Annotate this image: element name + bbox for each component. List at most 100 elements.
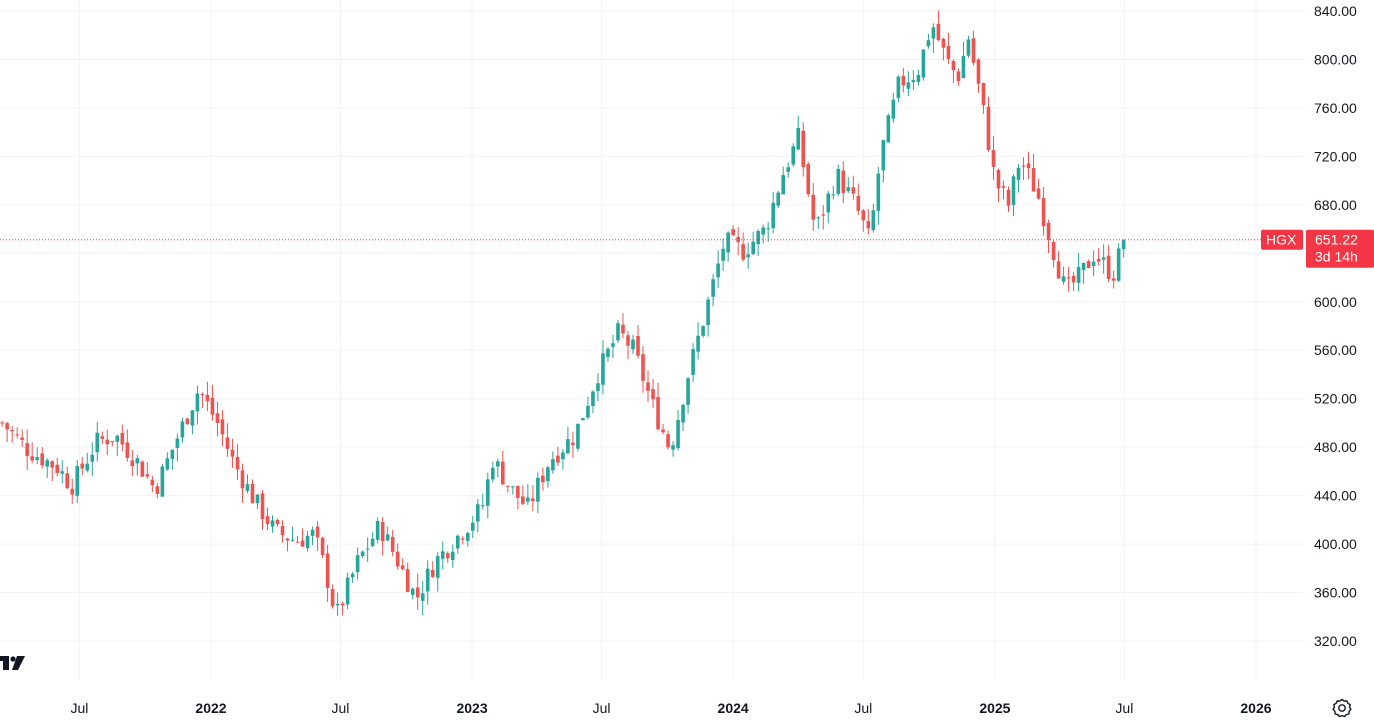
candle-body bbox=[380, 522, 385, 542]
candle-body bbox=[511, 486, 515, 488]
candle-body bbox=[1051, 241, 1056, 261]
candle-body bbox=[275, 519, 280, 525]
time-tick-label: 2025 bbox=[979, 700, 1010, 716]
candle-body bbox=[465, 533, 470, 541]
candle-body bbox=[716, 263, 720, 278]
price-tick-label: 560.00 bbox=[1314, 342, 1357, 358]
chart-grid bbox=[0, 0, 1305, 680]
candle-body bbox=[721, 248, 725, 261]
candle-body bbox=[460, 538, 465, 540]
candle-body bbox=[541, 475, 545, 483]
candle-body bbox=[676, 420, 680, 449]
candle-body bbox=[671, 445, 675, 450]
candle-body bbox=[1106, 255, 1111, 280]
candle-body bbox=[921, 49, 926, 78]
candle-body bbox=[210, 397, 215, 415]
time-tick-label: 2026 bbox=[1240, 700, 1271, 716]
candle-body bbox=[350, 573, 355, 578]
candle-body bbox=[786, 167, 791, 172]
candle-body bbox=[681, 404, 685, 423]
candle-body bbox=[5, 423, 9, 430]
candle-body bbox=[996, 170, 1001, 189]
candle-body bbox=[771, 202, 775, 229]
candle-body bbox=[546, 467, 550, 482]
candle-body bbox=[480, 505, 485, 507]
candle-body bbox=[290, 539, 295, 541]
price-axis[interactable]: 840.00800.00760.00720.00680.00640.00600.… bbox=[1314, 3, 1357, 649]
candle-body bbox=[145, 474, 150, 477]
candle-body bbox=[1071, 275, 1076, 283]
candle-body bbox=[571, 442, 575, 446]
candle-body bbox=[70, 488, 75, 495]
candle-body bbox=[986, 106, 991, 151]
candle-body bbox=[846, 187, 851, 192]
time-axis[interactable]: Jul 2022 Jul 2023 Jul 2024 Jul 2025 Jul 2026 bbox=[70, 700, 1271, 716]
candle-body bbox=[475, 504, 480, 522]
price-tick-label: 600.00 bbox=[1314, 294, 1357, 310]
candle-body bbox=[390, 536, 395, 552]
candle-body bbox=[35, 456, 39, 461]
candle-body bbox=[165, 458, 170, 470]
candle-body bbox=[1076, 266, 1081, 283]
candle-body bbox=[360, 551, 365, 556]
candle-body bbox=[836, 168, 841, 194]
candle-body bbox=[561, 452, 565, 460]
candle-body bbox=[195, 393, 200, 412]
candle-body bbox=[516, 485, 520, 498]
candle-body bbox=[841, 170, 846, 193]
tradingview-logo-icon[interactable] bbox=[0, 652, 30, 674]
price-tick-label: 840.00 bbox=[1314, 3, 1357, 19]
candle-body bbox=[40, 453, 45, 466]
candle-body bbox=[696, 335, 700, 352]
candle-body bbox=[611, 343, 615, 347]
candle-body bbox=[641, 354, 645, 381]
candle-body bbox=[756, 231, 760, 245]
candle-body bbox=[155, 486, 160, 495]
candle-body bbox=[866, 221, 871, 229]
candle-body bbox=[370, 538, 375, 546]
candle-body bbox=[831, 194, 836, 196]
candle-body bbox=[876, 173, 881, 211]
candle-body bbox=[415, 587, 420, 598]
candle-body bbox=[806, 164, 811, 195]
candle-body bbox=[150, 479, 155, 486]
candle-body bbox=[881, 140, 886, 171]
chart-settings-gear-icon[interactable] bbox=[1330, 696, 1354, 720]
candle-body bbox=[230, 449, 235, 457]
candle-body bbox=[801, 130, 806, 168]
candle-body bbox=[215, 413, 220, 423]
candle-body bbox=[250, 483, 255, 504]
candle-body bbox=[485, 479, 490, 506]
candle-body bbox=[295, 541, 300, 543]
candle-body bbox=[946, 45, 951, 59]
candle-body bbox=[891, 99, 896, 119]
candle-body bbox=[1031, 168, 1036, 192]
price-tick-label: 440.00 bbox=[1314, 488, 1357, 504]
candle-body bbox=[445, 553, 450, 559]
candle-body bbox=[531, 498, 535, 502]
candle-body bbox=[551, 459, 555, 471]
candle-body bbox=[400, 565, 405, 570]
candle-body bbox=[420, 593, 425, 601]
time-tick-label: 2022 bbox=[195, 700, 226, 716]
candle-body bbox=[606, 348, 610, 357]
candle-body bbox=[430, 570, 435, 577]
candle-body bbox=[701, 326, 705, 336]
candle-body bbox=[1021, 165, 1026, 167]
candle-body bbox=[110, 441, 115, 443]
candle-body bbox=[160, 466, 165, 497]
candle-body bbox=[1121, 239, 1126, 250]
candle-body bbox=[991, 150, 996, 167]
candle-body bbox=[435, 556, 440, 578]
candle-body bbox=[506, 485, 510, 487]
candle-body bbox=[951, 60, 956, 71]
candle-body bbox=[130, 460, 135, 467]
candle-body bbox=[115, 435, 120, 442]
symbol-badge-bg bbox=[1261, 229, 1303, 250]
candle-body bbox=[926, 40, 931, 47]
candle-body bbox=[100, 436, 105, 439]
candle-body bbox=[240, 470, 245, 489]
candle-body bbox=[596, 383, 600, 392]
candle-body bbox=[175, 438, 180, 448]
